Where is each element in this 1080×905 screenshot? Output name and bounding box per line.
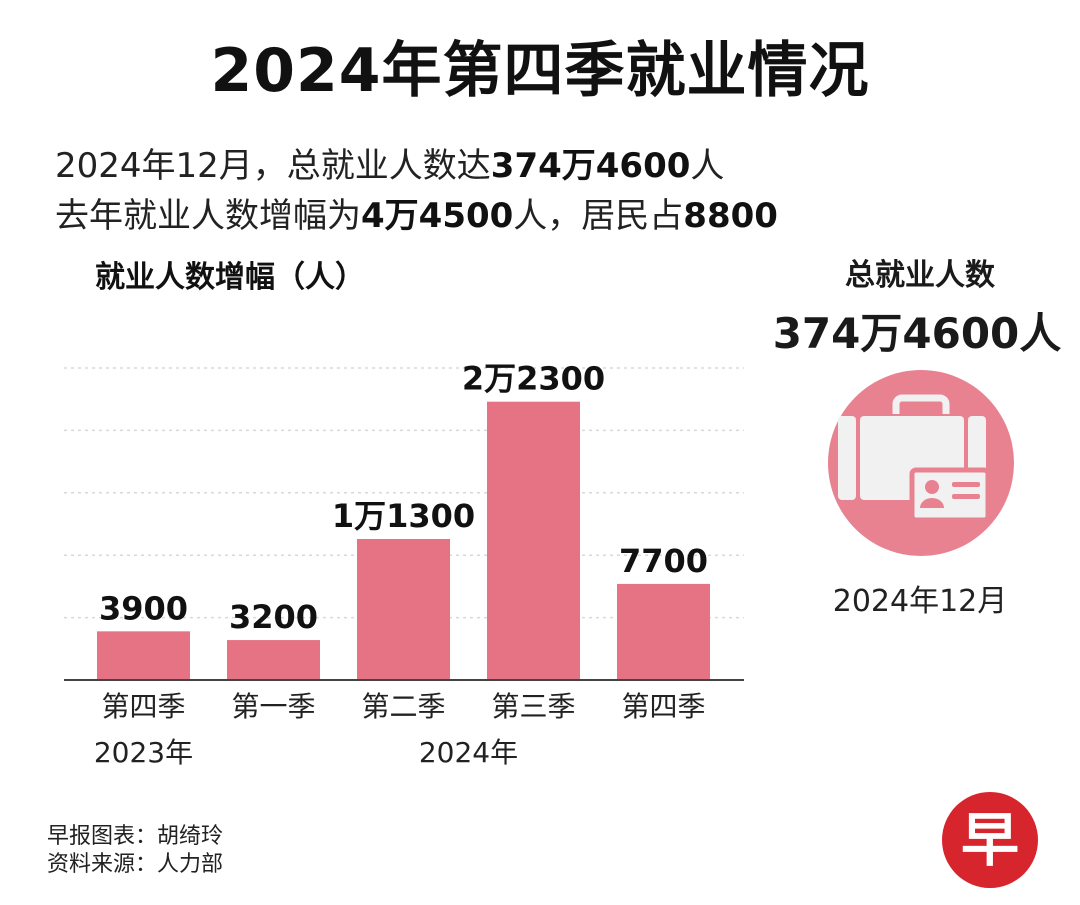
bar-value-label: 2万2300 <box>462 360 605 398</box>
bar-value-label: 3200 <box>229 598 318 636</box>
total-employment-big-value: 374万4600人 <box>772 309 1062 358</box>
page-title: 2024年第四季就业情况 <box>210 36 870 106</box>
bar <box>357 538 450 680</box>
summary-line-2-text: 去年就业人数增幅为 <box>55 196 361 236</box>
bar-value-label: 7700 <box>619 542 708 580</box>
zaobao-logo: 早 <box>942 792 1038 888</box>
annual-growth-value: 4万4500 <box>361 196 514 236</box>
data-source: 资料来源：人力部 <box>47 852 224 877</box>
chart-credit: 早报图表：胡绮玲 <box>47 824 224 849</box>
category-label: 第一季 <box>231 690 315 723</box>
summary-line-1: 2024年12月，总就业人数达374万4600人 <box>55 138 724 187</box>
total-employment-value: 374万4600 <box>490 146 691 186</box>
summary-line-1-text: 2024年12月，总就业人数达 <box>55 146 491 186</box>
bar-value-label: 1万1300 <box>332 497 475 535</box>
summary-line-2-mid: 人，居民占 <box>513 196 684 236</box>
resident-growth-value: 8800 <box>683 196 778 236</box>
year-group-label: 2023年 <box>94 736 193 769</box>
bar <box>487 401 580 680</box>
category-label: 第四季 <box>101 690 185 723</box>
summary-line-2: 去年就业人数增幅为4万4500人，居民占8800 <box>55 188 778 237</box>
bar <box>227 640 320 680</box>
total-employment-title: 总就业人数 <box>845 258 995 293</box>
bar <box>97 631 190 680</box>
briefcase-id-card-icon <box>828 370 1014 556</box>
summary-line-1-unit: 人 <box>690 146 725 186</box>
year-group-label: 2024年 <box>419 736 518 769</box>
svg-text:早: 早 <box>961 806 1019 874</box>
total-employment-date: 2024年12月 <box>832 584 1008 619</box>
bar <box>617 583 710 680</box>
chart-y-title: 就业人数增幅（人） <box>95 260 365 295</box>
category-label: 第三季 <box>491 690 575 723</box>
category-label: 第四季 <box>621 690 705 723</box>
category-label: 第二季 <box>361 690 445 723</box>
bar-value-label: 3900 <box>99 589 188 627</box>
